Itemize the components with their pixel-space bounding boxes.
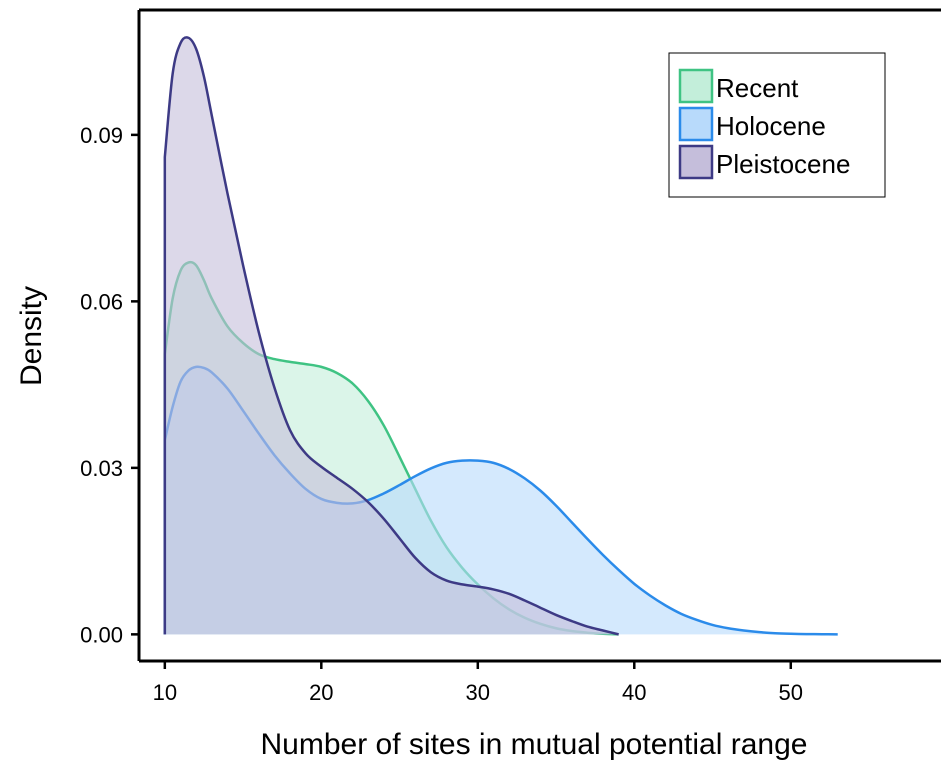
- y-tick-label: 0.06: [80, 289, 123, 314]
- legend-label-holocene: Holocene: [716, 111, 826, 141]
- legend-swatch-pleistocene: [678, 144, 714, 180]
- axes: [137, 8, 941, 663]
- x-tick-label: 10: [153, 680, 177, 705]
- legend-swatch-holocene: [678, 106, 714, 142]
- x-axis-title: Number of sites in mutual potential rang…: [261, 728, 808, 761]
- y-tick-label: 0.00: [80, 622, 123, 647]
- y-tick-label: 0.03: [80, 456, 123, 481]
- y-ticks: 0.00 0.03 0.06 0.09: [80, 123, 139, 647]
- legend-label-recent: Recent: [716, 73, 799, 103]
- x-tick-label: 30: [466, 680, 490, 705]
- density-line-pleistocene: [163, 36, 619, 636]
- density-area-pleistocene: [164, 37, 619, 635]
- legend: Recent Holocene Pleistocene: [668, 52, 886, 198]
- legend-label-pleistocene: Pleistocene: [716, 149, 850, 179]
- density-areas: [163, 36, 838, 636]
- x-tick-label: 50: [779, 680, 803, 705]
- x-tick-label: 40: [622, 680, 646, 705]
- y-axis-title: Density: [15, 286, 48, 386]
- y-tick-label: 0.09: [80, 123, 123, 148]
- x-tick-label: 20: [309, 680, 333, 705]
- x-ticks: 10 20 30 40 50: [153, 661, 803, 705]
- legend-swatch-recent: [678, 68, 714, 104]
